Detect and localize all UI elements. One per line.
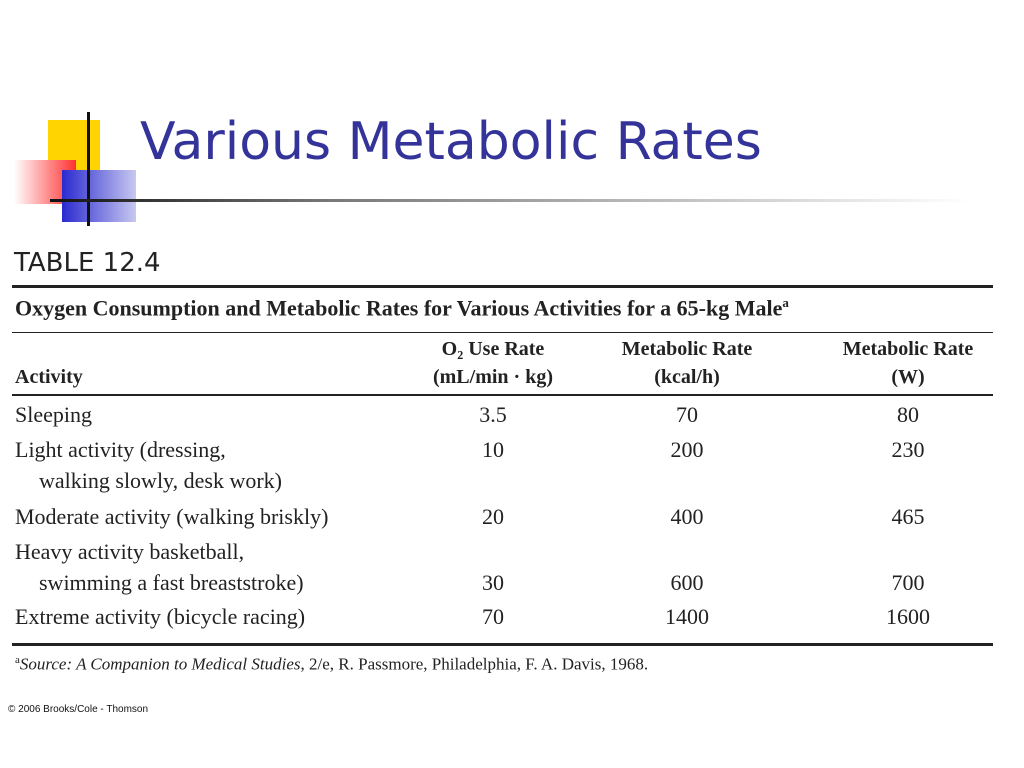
deco-hline [50,199,970,202]
activity-cell: walking slowly, desk work) [39,468,282,493]
header-cell: Metabolic Rate [842,338,974,360]
activity-cell: Light activity (dressing, [15,437,226,462]
table-caption: Oxygen Consumption and Metabolic Rates f… [15,295,789,321]
value-cell: 30 [482,570,504,595]
activity-cell: swimming a fast breaststroke) [39,570,304,595]
header-cell: Metabolic Rate [621,338,753,360]
header-cell: (kcal/h) [654,366,720,388]
rule [12,643,993,646]
caption-note: a [782,295,789,310]
activity-cell: Extreme activity (bicycle racing) [15,604,306,629]
value-cell: 80 [897,402,919,427]
value-cell: 70 [482,604,504,629]
footnote: aSource: A Companion to Medical Studies,… [15,654,648,675]
header-cell: (W) [891,366,925,388]
footnote-rest: , 2/e, R. Passmore, Philadelphia, F. A. … [300,654,649,674]
value-cell: 3.5 [479,402,507,427]
header-cell: Activity [15,366,83,388]
deco-vline [87,112,90,226]
value-cell: 1600 [886,604,930,629]
deco-blue [62,170,136,222]
value-cell: 600 [670,570,704,595]
value-cell: 700 [891,570,925,595]
value-cell: 200 [670,437,704,462]
activity-cell: Moderate activity (walking briskly) [15,504,329,529]
value-cell: 400 [670,504,704,529]
footnote-source: Source: A Companion to Medical Studies [19,654,301,674]
value-cell: 70 [676,402,698,427]
activity-cell: Heavy activity basketball, [15,539,245,564]
rule [12,285,993,288]
rule [12,332,993,333]
table-label: TABLE 12.4 [14,248,161,278]
rule [12,394,993,396]
slide-title: Various Metabolic Rates [140,112,762,172]
value-cell: 465 [891,504,925,529]
header-cell: (mL/min · kg) [432,366,553,388]
activity-cell: Sleeping [15,402,92,427]
footnote-mark: a [15,654,20,666]
value-cell: 10 [482,437,504,462]
header-cell: O₂ Use Rate [441,338,545,360]
copyright: © 2006 Brooks/Cole - Thomson [8,704,149,715]
value-cell: 20 [482,504,504,529]
caption-text: Oxygen Consumption and Metabolic Rates f… [15,295,783,321]
value-cell: 230 [891,437,925,462]
value-cell: 1400 [665,604,709,629]
